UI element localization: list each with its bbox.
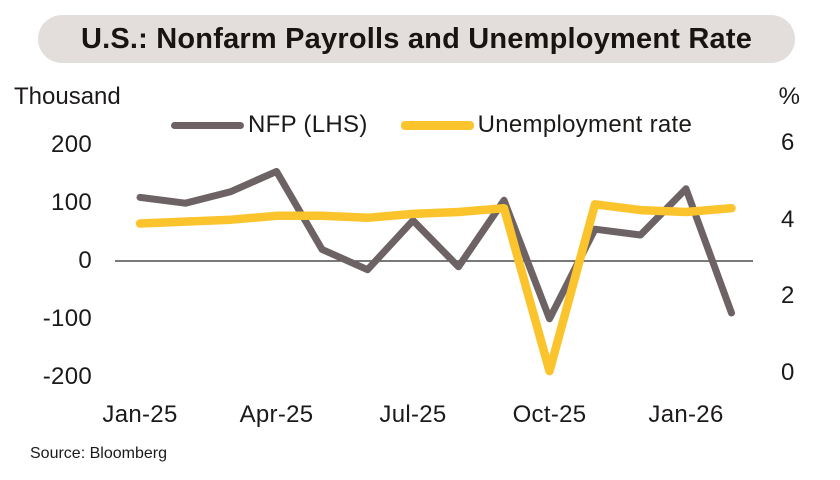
nfp-line-series [136, 167, 735, 323]
left-tick--100: -100 [42, 305, 92, 332]
unemployment-legend-label: Unemployment rate [477, 111, 693, 138]
legend: NFP (LHS) Unemployment rate [171, 108, 692, 142]
right-tick-4: 4 [781, 206, 795, 233]
left-tick--200: -200 [42, 363, 92, 390]
right-tick-0: 0 [781, 359, 795, 386]
right-tick-6: 6 [781, 129, 795, 156]
x-tick-Apr-25: Apr-25 [239, 401, 314, 428]
x-tick-Jul-25: Jul-25 [379, 401, 447, 428]
unemployment-legend-swatch-icon [400, 120, 474, 130]
x-tick-Jan-25: Jan-25 [102, 401, 178, 428]
x-tick-Jan-26: Jan-26 [648, 401, 724, 428]
right-tick-2: 2 [781, 282, 795, 309]
left-axis-unit-label: Thousand [14, 83, 121, 110]
x-tick-Oct-25: Oct-25 [512, 401, 587, 428]
left-tick-0: 0 [78, 247, 92, 274]
nfp-legend-swatch-icon [171, 121, 244, 129]
unemployment-line-series [135, 200, 736, 376]
source-note: Source: Bloomberg [30, 445, 167, 462]
chart-title: U.S.: Nonfarm Payrolls and Unemployment … [38, 15, 795, 63]
left-tick-100: 100 [51, 189, 92, 216]
nfp-legend-label: NFP (LHS) [248, 111, 368, 138]
left-tick-200: 200 [51, 131, 92, 158]
right-axis-unit-label: % [778, 83, 800, 110]
